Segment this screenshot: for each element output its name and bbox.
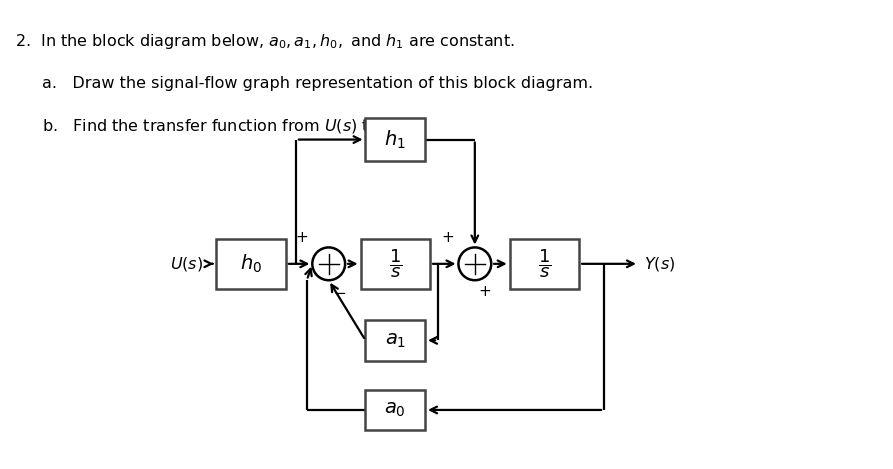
Circle shape <box>458 248 491 280</box>
FancyBboxPatch shape <box>361 239 430 289</box>
Circle shape <box>313 248 345 280</box>
Text: $h_0$: $h_0$ <box>240 253 263 275</box>
FancyBboxPatch shape <box>365 118 425 161</box>
Text: $\dfrac{1}{s}$: $\dfrac{1}{s}$ <box>388 248 402 280</box>
Text: $U(s)$: $U(s)$ <box>171 255 204 273</box>
FancyBboxPatch shape <box>510 239 580 289</box>
Text: $a_0$: $a_0$ <box>385 401 406 419</box>
Text: $a_1$: $a_1$ <box>385 331 406 350</box>
Text: +: + <box>296 230 308 245</box>
Text: b.   Find the transfer function from $U(s)$ to $Y(s)$.: b. Find the transfer function from $U(s)… <box>42 117 420 135</box>
Text: +: + <box>442 230 455 245</box>
Text: a.   Draw the signal-flow graph representation of this block diagram.: a. Draw the signal-flow graph representa… <box>42 76 594 91</box>
FancyBboxPatch shape <box>216 239 286 289</box>
FancyBboxPatch shape <box>365 390 425 431</box>
Text: $h_1$: $h_1$ <box>385 129 406 151</box>
Text: +: + <box>479 284 491 299</box>
Text: 2.  In the block diagram below, $a_0, a_1, h_0,$ and $h_1$ are constant.: 2. In the block diagram below, $a_0, a_1… <box>14 32 514 51</box>
Text: $\dfrac{1}{s}$: $\dfrac{1}{s}$ <box>538 248 551 280</box>
Text: $-$: $-$ <box>333 284 346 299</box>
FancyBboxPatch shape <box>365 320 425 361</box>
Text: $Y(s)$: $Y(s)$ <box>644 255 675 273</box>
